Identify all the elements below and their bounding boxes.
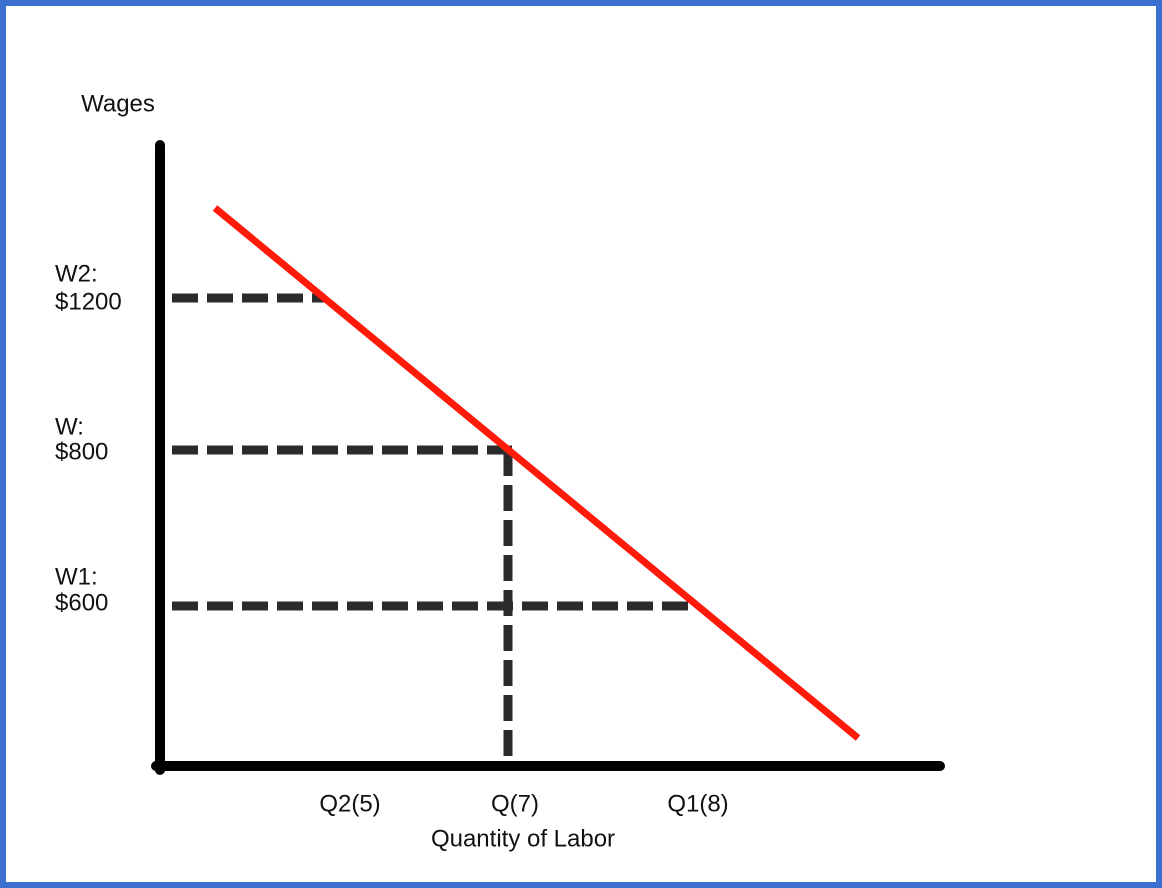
wage-value: $800 (55, 438, 108, 465)
wage-name: W2: (55, 260, 98, 287)
quantity-label: Q1(8) (667, 790, 728, 817)
x-axis-label: Quantity of Labor (431, 825, 615, 852)
wage-value: $1200 (55, 288, 122, 315)
y-axis-label: Wages (81, 90, 155, 117)
wage-value: $600 (55, 589, 108, 616)
demand-curve (212, 205, 861, 741)
wage-name: W: (55, 413, 84, 440)
quantity-label: Q(7) (491, 790, 539, 817)
wage-name: W1: (55, 563, 98, 590)
quantity-label: Q2(5) (319, 790, 380, 817)
